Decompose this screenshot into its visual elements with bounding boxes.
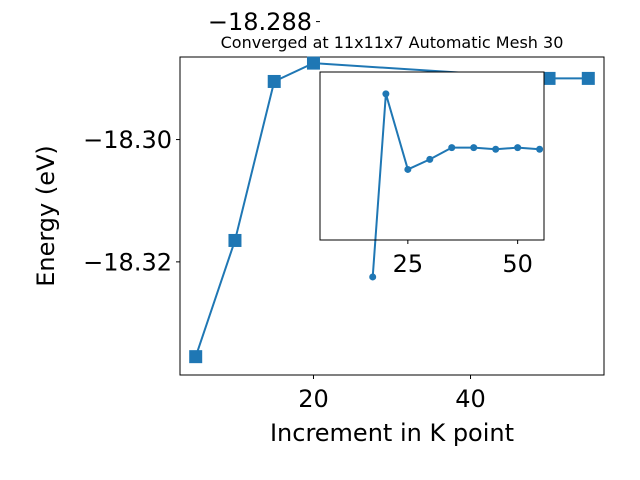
inset-data-point — [404, 165, 412, 173]
main-x-tick-label: 20 — [298, 385, 329, 413]
main-series-line — [194, 62, 589, 357]
inset-x-ticks: 25 50 — [393, 240, 533, 278]
main-y-ticks: −18.32 −18.30 — [83, 126, 180, 277]
main-data-point — [189, 350, 203, 364]
main-axes-frame — [179, 56, 605, 376]
y-axis-label: Energy (eV) — [32, 145, 60, 287]
inset-data-point — [448, 144, 456, 152]
inset-data-point — [514, 144, 522, 152]
main-data-point — [581, 71, 595, 85]
main-x-ticks: 20 40 — [298, 375, 486, 413]
main-data-point — [267, 74, 281, 88]
main-data-point — [542, 71, 556, 85]
main-axes: 20 40 −18.32−18.30 Converged at 11x11x7 A… — [32, 33, 605, 447]
main-y-tick-label: −18.32 — [83, 249, 172, 277]
inset-data-point — [369, 273, 377, 281]
main-y-tick-label: −18.30 — [83, 126, 172, 154]
inset-data-point — [536, 145, 544, 153]
inset-x-tick-label: 50 — [502, 250, 533, 278]
inset-axes: 25 50 −18.290−18.288 — [208, 8, 545, 281]
inset-x-tick-label: 25 — [393, 250, 424, 278]
inset-data-point — [382, 90, 390, 98]
inset-data-point — [492, 145, 500, 153]
main-data-point — [306, 56, 320, 70]
inset-axes-frame — [319, 71, 545, 241]
inset-data-point — [426, 155, 434, 163]
inset-y-tick-label: −18.288 — [208, 8, 312, 36]
inset-background — [320, 72, 544, 240]
inset-data-point — [470, 144, 478, 152]
main-x-tick-label: 40 — [455, 385, 486, 413]
main-series — [189, 56, 595, 364]
inset-series — [369, 90, 544, 281]
inset-y-ticks: −18.290−18.288 — [208, 8, 320, 36]
main-data-point — [228, 233, 242, 247]
x-axis-label: Increment in K point — [270, 419, 514, 447]
chart-title: Converged at 11x11x7 Automatic Mesh 30 — [221, 33, 564, 52]
